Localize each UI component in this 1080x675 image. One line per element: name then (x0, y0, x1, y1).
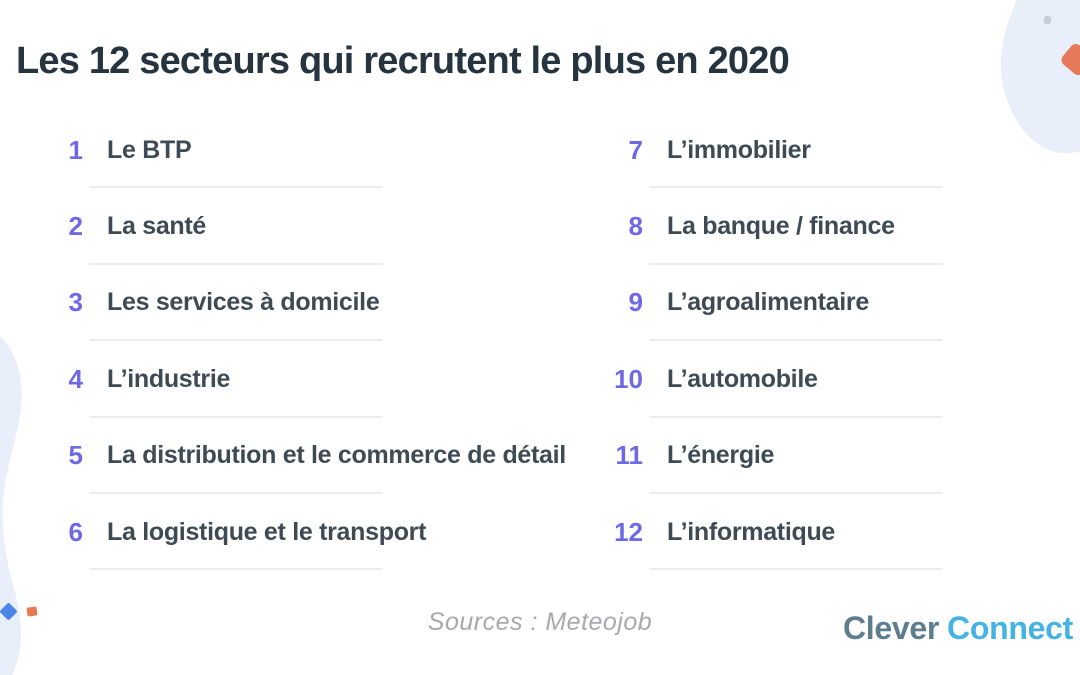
list-item: 9 L’agroalimentaire (600, 265, 1080, 342)
sector-number: 9 (628, 287, 643, 318)
list-item: 3 Les services à domicile (40, 265, 520, 342)
divider (649, 491, 943, 494)
sector-label: L’agroalimentaire (667, 288, 869, 317)
sector-label: L’informatique (667, 517, 836, 546)
sector-label: L’énergie (667, 441, 775, 470)
sector-number: 2 (68, 211, 83, 242)
divider (89, 339, 383, 342)
sector-label: L’automobile (667, 364, 818, 393)
divider (649, 186, 943, 189)
sector-list-left: 1 Le BTP 2 La santé 3 Les services à dom… (40, 112, 566, 571)
logo-text-connect: Connect (947, 610, 1073, 646)
list-item: 6 La logistique et le transport (40, 494, 520, 571)
sector-number: 3 (68, 287, 83, 318)
divider (649, 415, 943, 418)
sector-number: 8 (628, 211, 643, 242)
divider (89, 415, 383, 418)
sources-caption: Sources : Meteojob (427, 608, 653, 636)
sector-number: 5 (68, 440, 83, 471)
sector-label: La banque / finance (667, 212, 895, 241)
sector-number: 4 (68, 363, 83, 394)
divider (649, 339, 943, 342)
sector-label: Le BTP (107, 135, 192, 164)
sector-number: 11 (615, 440, 644, 471)
sector-number: 12 (614, 516, 643, 547)
sector-list-right: 7 L’immobilier 8 La banque / finance 9 L… (600, 112, 1080, 571)
blob-left-edge (0, 336, 22, 675)
list-item: 4 L’industrie (40, 341, 520, 418)
list-item: 12 L’informatique (600, 494, 1080, 571)
divider (649, 568, 943, 571)
divider (89, 262, 383, 265)
sector-label: Les services à domicile (107, 288, 380, 317)
sector-label: La distribution et le commerce de détail (107, 441, 566, 470)
sector-number: 6 (68, 516, 83, 547)
list-item: 8 La banque / finance (600, 188, 1080, 265)
list-item: 1 Le BTP (40, 112, 520, 189)
sector-label: L’industrie (107, 364, 231, 393)
list-item: 2 La santé (40, 188, 520, 265)
logo-text-clever: Clever (843, 610, 940, 646)
sector-label: La logistique et le transport (107, 517, 427, 546)
divider (89, 568, 383, 571)
divider (89, 186, 383, 189)
list-item: 5 La distribution et le commerce de déta… (40, 418, 566, 494)
sector-label: L’immobilier (667, 135, 811, 164)
sector-number: 10 (614, 363, 643, 394)
divider (89, 491, 383, 494)
divider (649, 262, 943, 265)
blob-top-right (1000, 0, 1080, 154)
cleverconnect-logo: Clever Connect (843, 610, 1073, 647)
list-item: 7 L’immobilier (600, 112, 1080, 189)
sector-number: 1 (68, 134, 83, 165)
page-title: Les 12 secteurs qui recrutent le plus en… (16, 40, 790, 82)
list-item: 10 L’automobile (600, 341, 1080, 418)
list-item: 11 L’énergie (600, 418, 1080, 494)
sector-label: La santé (107, 212, 207, 241)
sector-number: 7 (628, 134, 643, 165)
